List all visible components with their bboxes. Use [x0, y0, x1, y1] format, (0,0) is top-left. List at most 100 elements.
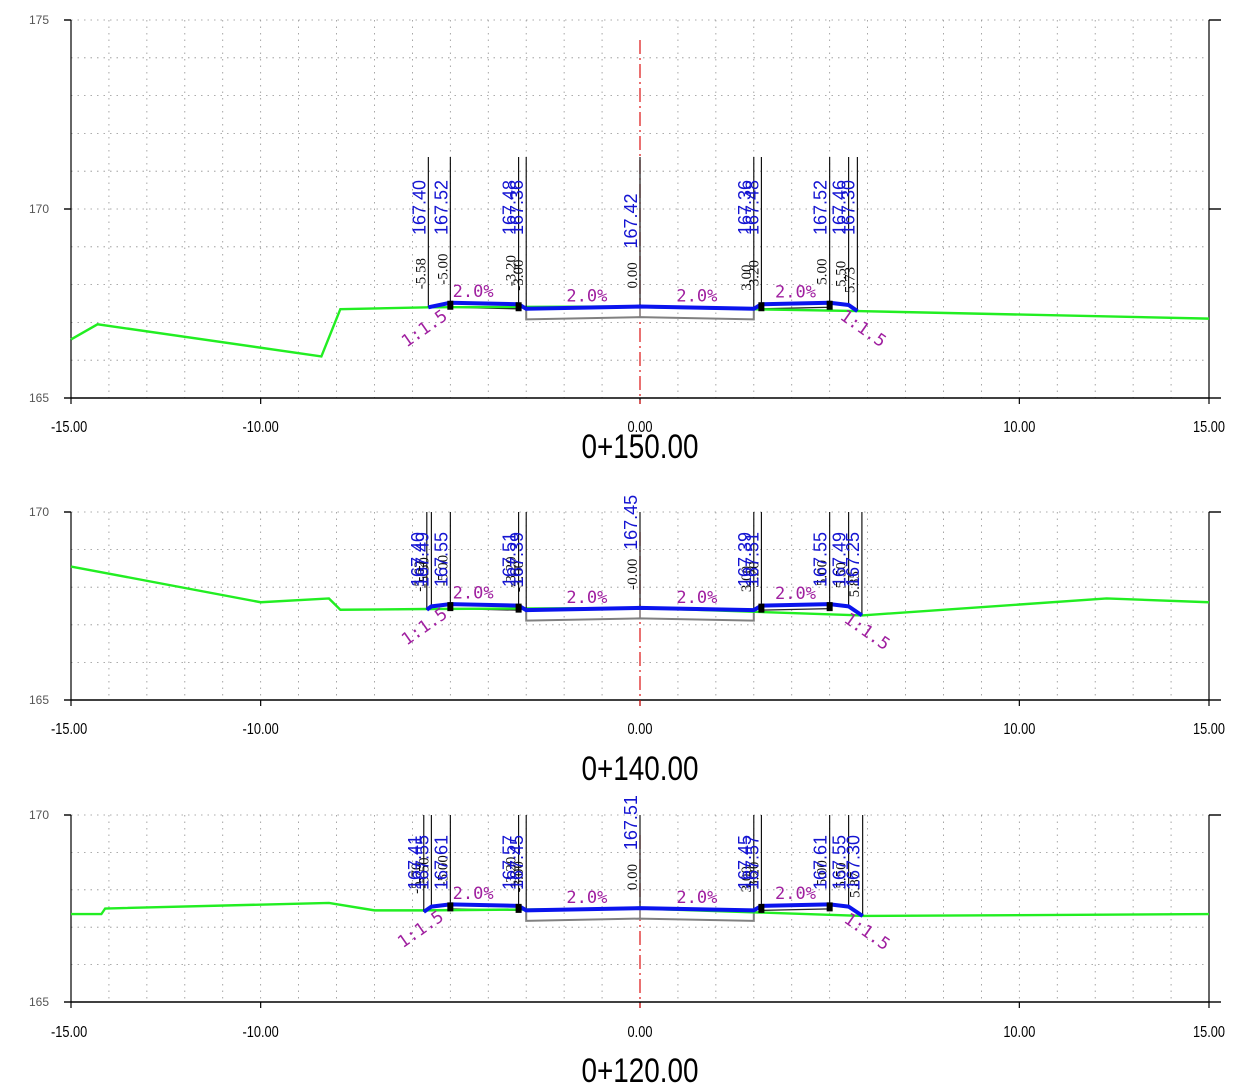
design-road-line — [427, 300, 859, 313]
elevation-label: 167.30 — [838, 180, 858, 235]
offset-label: 3.20 — [746, 260, 762, 286]
elevation-label: 167.45 — [735, 835, 755, 890]
x-tick-label: -15.00 — [51, 419, 87, 437]
elevation-label: 167.52 — [431, 180, 451, 235]
elevation-label: 167.39 — [507, 532, 527, 587]
offset-label: 3.00 — [739, 566, 755, 592]
cross-section-panel: 170 165 -15.00 -10.00 0.00 10.00 15.00 0+120.00… — [29, 795, 1225, 1090]
offset-label: -3.00 — [511, 561, 527, 592]
x-tick-label: 0.00 — [628, 419, 653, 437]
curb-marker — [515, 903, 522, 913]
offset-label: 5.00 — [815, 860, 831, 886]
curb-marker — [515, 603, 522, 613]
offset-label: 3.20 — [746, 862, 762, 888]
x-tick-label: -10.00 — [243, 1024, 279, 1042]
design-road-line — [422, 902, 864, 918]
curb-marker — [515, 302, 522, 312]
elevation-label: 167.51 — [742, 532, 762, 587]
elevation-label: 167.51 — [621, 795, 641, 850]
y-tick-label: 170 — [29, 505, 49, 519]
y-tick-label: 175 — [29, 13, 49, 27]
elevation-label: 167.57 — [500, 835, 520, 890]
existing-ground-line — [70, 305, 1210, 358]
existing-ground-line — [71, 901, 1210, 918]
offset-elevation-labels: -5.58 167.40 -5.00 167.52 -3.20 167.48 -3.00 16… — [409, 157, 858, 312]
cross-slope-label: 2.0% — [775, 584, 816, 604]
curb-marker — [447, 902, 454, 912]
elevation-label: 167.30 — [844, 835, 864, 890]
elevation-label: 167.48 — [742, 180, 762, 235]
elevation-label: 167.42 — [621, 193, 641, 248]
side-slope-label: 1:1.5 — [394, 907, 447, 953]
station-title: 0+150.00 — [581, 427, 698, 465]
elevation-label: 167.55 — [830, 835, 850, 890]
side-slope-label: 1:1.5 — [836, 306, 889, 352]
curb-marker — [826, 300, 833, 310]
offset-label: 5.50 — [834, 862, 850, 888]
x-tick-label: 10.00 — [1003, 419, 1035, 437]
x-tick-label: 10.00 — [1003, 721, 1035, 739]
side-slope-label: 1:1.5 — [398, 306, 451, 352]
offset-label: -3.00 — [511, 260, 527, 291]
offset-label: -5.50 — [416, 557, 432, 588]
elevation-label: 167.57 — [742, 835, 762, 890]
y-tick-label: 165 — [29, 693, 49, 707]
offset-label: 5.85 — [847, 571, 863, 597]
offset-label: 3.20 — [746, 561, 762, 587]
cross-slope-label: 2.0% — [676, 588, 717, 608]
offset-label: 5.87 — [848, 871, 864, 898]
x-tick-label: 15.00 — [1193, 419, 1225, 437]
cross-slope-label: 2.0% — [453, 584, 494, 604]
y-tick-label: 165 — [29, 995, 49, 1009]
x-tick-label: -15.00 — [51, 1024, 87, 1042]
offset-label: 3.00 — [739, 866, 755, 892]
offset-label: -3.00 — [511, 861, 527, 892]
cross-slope-label: 2.0% — [775, 283, 816, 303]
x-tick-label: -10.00 — [243, 721, 279, 739]
offset-label: 5.50 — [834, 261, 850, 287]
elevation-label: 167.49 — [412, 532, 432, 587]
elevation-label: 167.46 — [830, 180, 850, 235]
offset-label: -3.20 — [504, 255, 520, 286]
elevation-label: 167.61 — [811, 835, 831, 890]
cross-slope-label: 2.0% — [453, 282, 494, 302]
offset-label: -5.70 — [409, 863, 425, 894]
cross-slope-label: 2.0% — [775, 884, 816, 904]
elevation-label: 167.52 — [811, 180, 831, 235]
cross-slope-label: 2.0% — [566, 588, 607, 608]
offset-label: 5.00 — [815, 560, 831, 586]
elevation-label: 167.55 — [412, 835, 432, 890]
offset-label: 5.73 — [842, 267, 858, 293]
curb-marker — [758, 302, 765, 312]
x-tick-label: 0.00 — [628, 1024, 653, 1042]
x-tick-label: 15.00 — [1193, 1024, 1225, 1042]
offset-label: -5.58 — [413, 258, 429, 289]
offset-label: -5.00 — [435, 555, 451, 586]
station-title: 0+140.00 — [581, 749, 698, 787]
x-tick-label: 10.00 — [1003, 1024, 1035, 1042]
offset-label: 0.00 — [625, 262, 641, 288]
offset-label: 0.00 — [625, 864, 641, 890]
design-road-line — [425, 602, 864, 618]
y-tick-label: 170 — [29, 202, 49, 216]
elevation-label: 167.61 — [431, 835, 451, 890]
offset-label: -5.00 — [435, 253, 451, 284]
elevation-label: 167.36 — [735, 180, 755, 235]
x-tick-label: 15.00 — [1193, 721, 1225, 739]
offset-label: -3.20 — [504, 857, 520, 888]
x-tick-label: -10.00 — [243, 419, 279, 437]
elevation-label: 167.51 — [500, 532, 520, 587]
offset-label: -5.62 — [412, 561, 428, 592]
elevation-label: 167.48 — [500, 180, 520, 235]
offset-label: 5.00 — [815, 258, 831, 284]
curb-marker — [826, 902, 833, 912]
cross-slope-label: 2.0% — [676, 287, 717, 307]
elevation-label: 167.45 — [621, 495, 641, 550]
offset-label: -5.00 — [435, 855, 451, 886]
cross-section-panel: 170 165-15.00 -10.00 0.00 10.00 15.00 0+140.00… — [29, 495, 1225, 788]
curb-marker — [447, 300, 454, 310]
cross-slope-label: 2.0% — [566, 287, 607, 307]
station-title: 0+120.00 — [581, 1051, 698, 1089]
